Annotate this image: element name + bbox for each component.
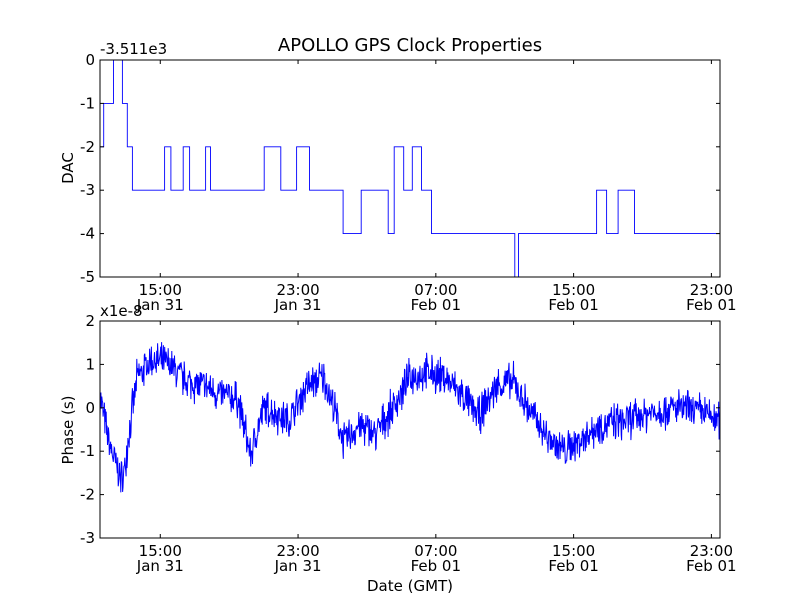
phase-xtick-label-date: Jan 31 — [274, 557, 322, 575]
phase-xtick-label-date: Feb 01 — [548, 557, 598, 575]
phase-ylabel: Phase (s) — [59, 395, 77, 464]
phase-ytick-label: 1 — [85, 355, 95, 373]
dac-ylabel: DAC — [59, 152, 77, 184]
dac-xtick-label-time: 15:00 — [552, 281, 595, 299]
dac-xtick-label-time: 23:00 — [276, 281, 319, 299]
dac-ytick-label: -4 — [80, 225, 95, 243]
phase-xlabel: Date (GMT) — [367, 577, 453, 595]
dac-xtick-label-time: 15:00 — [139, 281, 182, 299]
phase-offset-text: x1e-8 — [100, 302, 143, 320]
chart-title: APOLLO GPS Clock Properties — [278, 35, 542, 56]
dac-xtick-label-date: Feb 01 — [686, 296, 736, 314]
phase-ytick-label: 2 — [85, 312, 95, 330]
phase-axes-frame — [99, 320, 721, 539]
dac-ytick-label: 0 — [85, 51, 95, 69]
phase-xtick-label-time: 15:00 — [552, 542, 595, 560]
dac-axes-frame — [99, 59, 721, 278]
dac-ytick-label: -5 — [80, 268, 95, 286]
dac-ytick-label: -1 — [80, 94, 95, 112]
phase-xtick-label-date: Feb 01 — [411, 557, 461, 575]
dac-xtick-label-time: 23:00 — [690, 281, 733, 299]
dac-xtick-label-date: Feb 01 — [411, 296, 461, 314]
phase-series-line — [100, 342, 720, 493]
dac-xtick-label-date: Feb 01 — [548, 296, 598, 314]
dac-ytick-label: -3 — [80, 181, 95, 199]
dac-offset-text: -3.511e3 — [100, 40, 167, 58]
phase-xtick-label-date: Jan 31 — [136, 557, 184, 575]
dac-series-line — [100, 60, 720, 277]
phase-ytick-label: 0 — [85, 399, 95, 417]
phase-xtick-label-time: 15:00 — [139, 542, 182, 560]
dac-xtick-label-date: Jan 31 — [136, 296, 184, 314]
dac-xtick-label-time: 07:00 — [414, 281, 457, 299]
phase-xtick-label-date: Feb 01 — [686, 557, 736, 575]
phase-xtick-label-time: 23:00 — [276, 542, 319, 560]
dac-ytick-label: -2 — [80, 138, 95, 156]
phase-ytick-label: -1 — [80, 442, 95, 460]
phase-ytick-label: -2 — [80, 486, 95, 504]
dac-xtick-label-date: Jan 31 — [274, 296, 322, 314]
phase-xtick-label-time: 07:00 — [414, 542, 457, 560]
phase-xtick-label-time: 23:00 — [690, 542, 733, 560]
phase-ytick-label: -3 — [80, 529, 95, 547]
